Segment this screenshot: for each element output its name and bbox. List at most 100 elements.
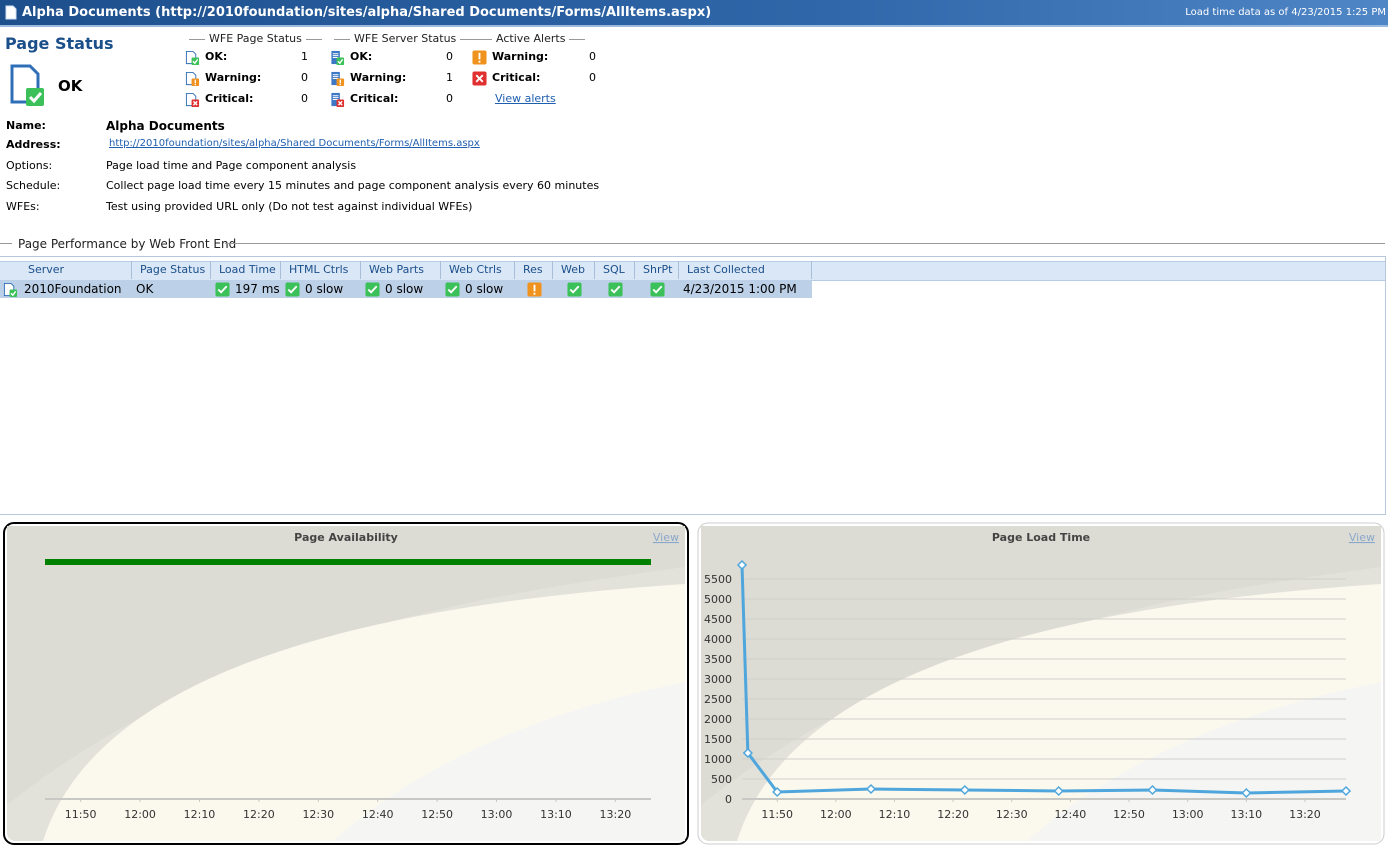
y-tick-label: 3000 [704,673,732,686]
x-tick-label: 13:00 [1172,808,1204,821]
status-count: 1 [446,71,453,84]
status-label: Critical: [492,71,541,84]
cell-text: 0 slow [385,282,424,296]
x-tick-label: 13:00 [481,808,513,821]
table-cell [635,280,679,298]
column-header[interactable]: Res [515,261,553,279]
status-label: Critical: [205,92,254,105]
divider [0,243,12,244]
chart-bg [333,682,685,841]
chart-title: Page Load Time [992,531,1090,544]
y-tick-label: 1500 [704,733,732,746]
status-label: Critical: [350,92,399,105]
y-tick-label: 5500 [704,573,732,586]
column-header[interactable]: Page Status [132,261,211,279]
x-tick-label: 13:10 [540,808,572,821]
status-label: Warning: [205,71,262,84]
cell-text: 0 slow [305,282,344,296]
y-tick-label: 2500 [704,693,732,706]
view-alerts-link[interactable]: View alerts [495,92,556,105]
status-icon [185,50,200,68]
chart-bg [701,526,1381,805]
status-label: OK: [205,50,228,63]
detail-label: Address: [6,138,61,151]
y-tick-label: 3500 [704,653,732,666]
data-point [736,559,748,571]
data-point [742,747,753,759]
status-label: Warning: [492,50,549,63]
detail-value: Test using provided URL only (Do not tes… [106,200,473,213]
column-header[interactable]: Web [553,261,595,279]
column-header[interactable]: HTML Ctrls [281,261,361,279]
status-count: 0 [446,50,453,63]
table-cell [515,280,553,298]
page-icon [5,5,17,20]
chart-title: Page Availability [294,531,398,544]
status-icon [185,71,200,89]
column-header[interactable]: Load Time [211,261,281,279]
status-icon [566,281,582,297]
y-tick-label: 0 [725,793,732,806]
x-tick-label: 12:50 [1113,808,1145,821]
detail-label: Name: [6,119,46,132]
page-status-value: OK [58,77,83,95]
column-header[interactable]: ShrPt [635,261,679,279]
column-header[interactable]: Web Ctrls [441,261,515,279]
status-icon [445,281,460,297]
y-tick-label: 4500 [704,613,732,626]
detail-label: WFEs: [6,200,40,213]
detail-value[interactable]: http://2010foundation/sites/alpha/Shared… [109,138,480,149]
x-tick-label: 12:00 [124,808,156,821]
x-tick-label: 13:10 [1230,808,1262,821]
column-header[interactable]: SQL [595,261,635,279]
status-icon [331,50,345,65]
status-icon [472,71,487,89]
data-point [1053,785,1064,797]
group-title: Active Alerts [472,32,589,45]
x-tick-label: 12:50 [421,808,453,821]
cell-text: 2010Foundation [24,282,122,296]
status-icon [185,50,200,65]
status-icon [185,92,200,107]
status-label: Warning: [350,71,407,84]
row-icon [3,282,18,300]
status-icon [185,71,200,86]
x-tick-label: 11:50 [761,808,793,821]
status-icon [330,50,345,68]
data-point [959,784,970,796]
status-icon [331,92,345,107]
data-point [1340,785,1352,797]
status-icon [330,71,345,89]
status-count: 0 [301,92,308,105]
detail-value: Page load time and Page component analys… [106,159,357,172]
detail-label: Schedule: [6,179,61,192]
cell-text: 197 ms [235,282,280,296]
status-icon [526,281,542,297]
page-status-title: Page Status [5,34,114,53]
status-icon [472,71,487,86]
status-icon [649,281,665,297]
status-icon [472,50,487,68]
view-link[interactable]: View [653,531,679,544]
header-title: Alpha Documents (http://2010foundation/s… [22,5,712,20]
status-icon [330,92,345,110]
column-header[interactable]: Last Collected [679,261,812,279]
table-cell: OK [132,280,211,298]
y-tick-label: 4000 [704,633,732,646]
column-header[interactable]: Web Parts [361,261,441,279]
column-header[interactable]: Server [20,261,132,279]
data-point [865,783,877,795]
y-tick-label: 2000 [704,713,732,726]
section-title: Page Performance by Web Front End [15,237,240,251]
table-cell [553,280,595,298]
view-link[interactable]: View [1349,531,1375,544]
status-icon [365,281,380,297]
status-count: 1 [301,50,308,63]
performance-table: Server Page Status Load Time HTML Ctrls Web … [0,256,1386,515]
x-tick-label: 12:30 [302,808,334,821]
detail-label: Options: [6,159,53,172]
chart-bg [7,526,685,805]
status-count: 0 [301,71,308,84]
cell-text: 4/23/2015 1:00 PM [683,282,797,296]
